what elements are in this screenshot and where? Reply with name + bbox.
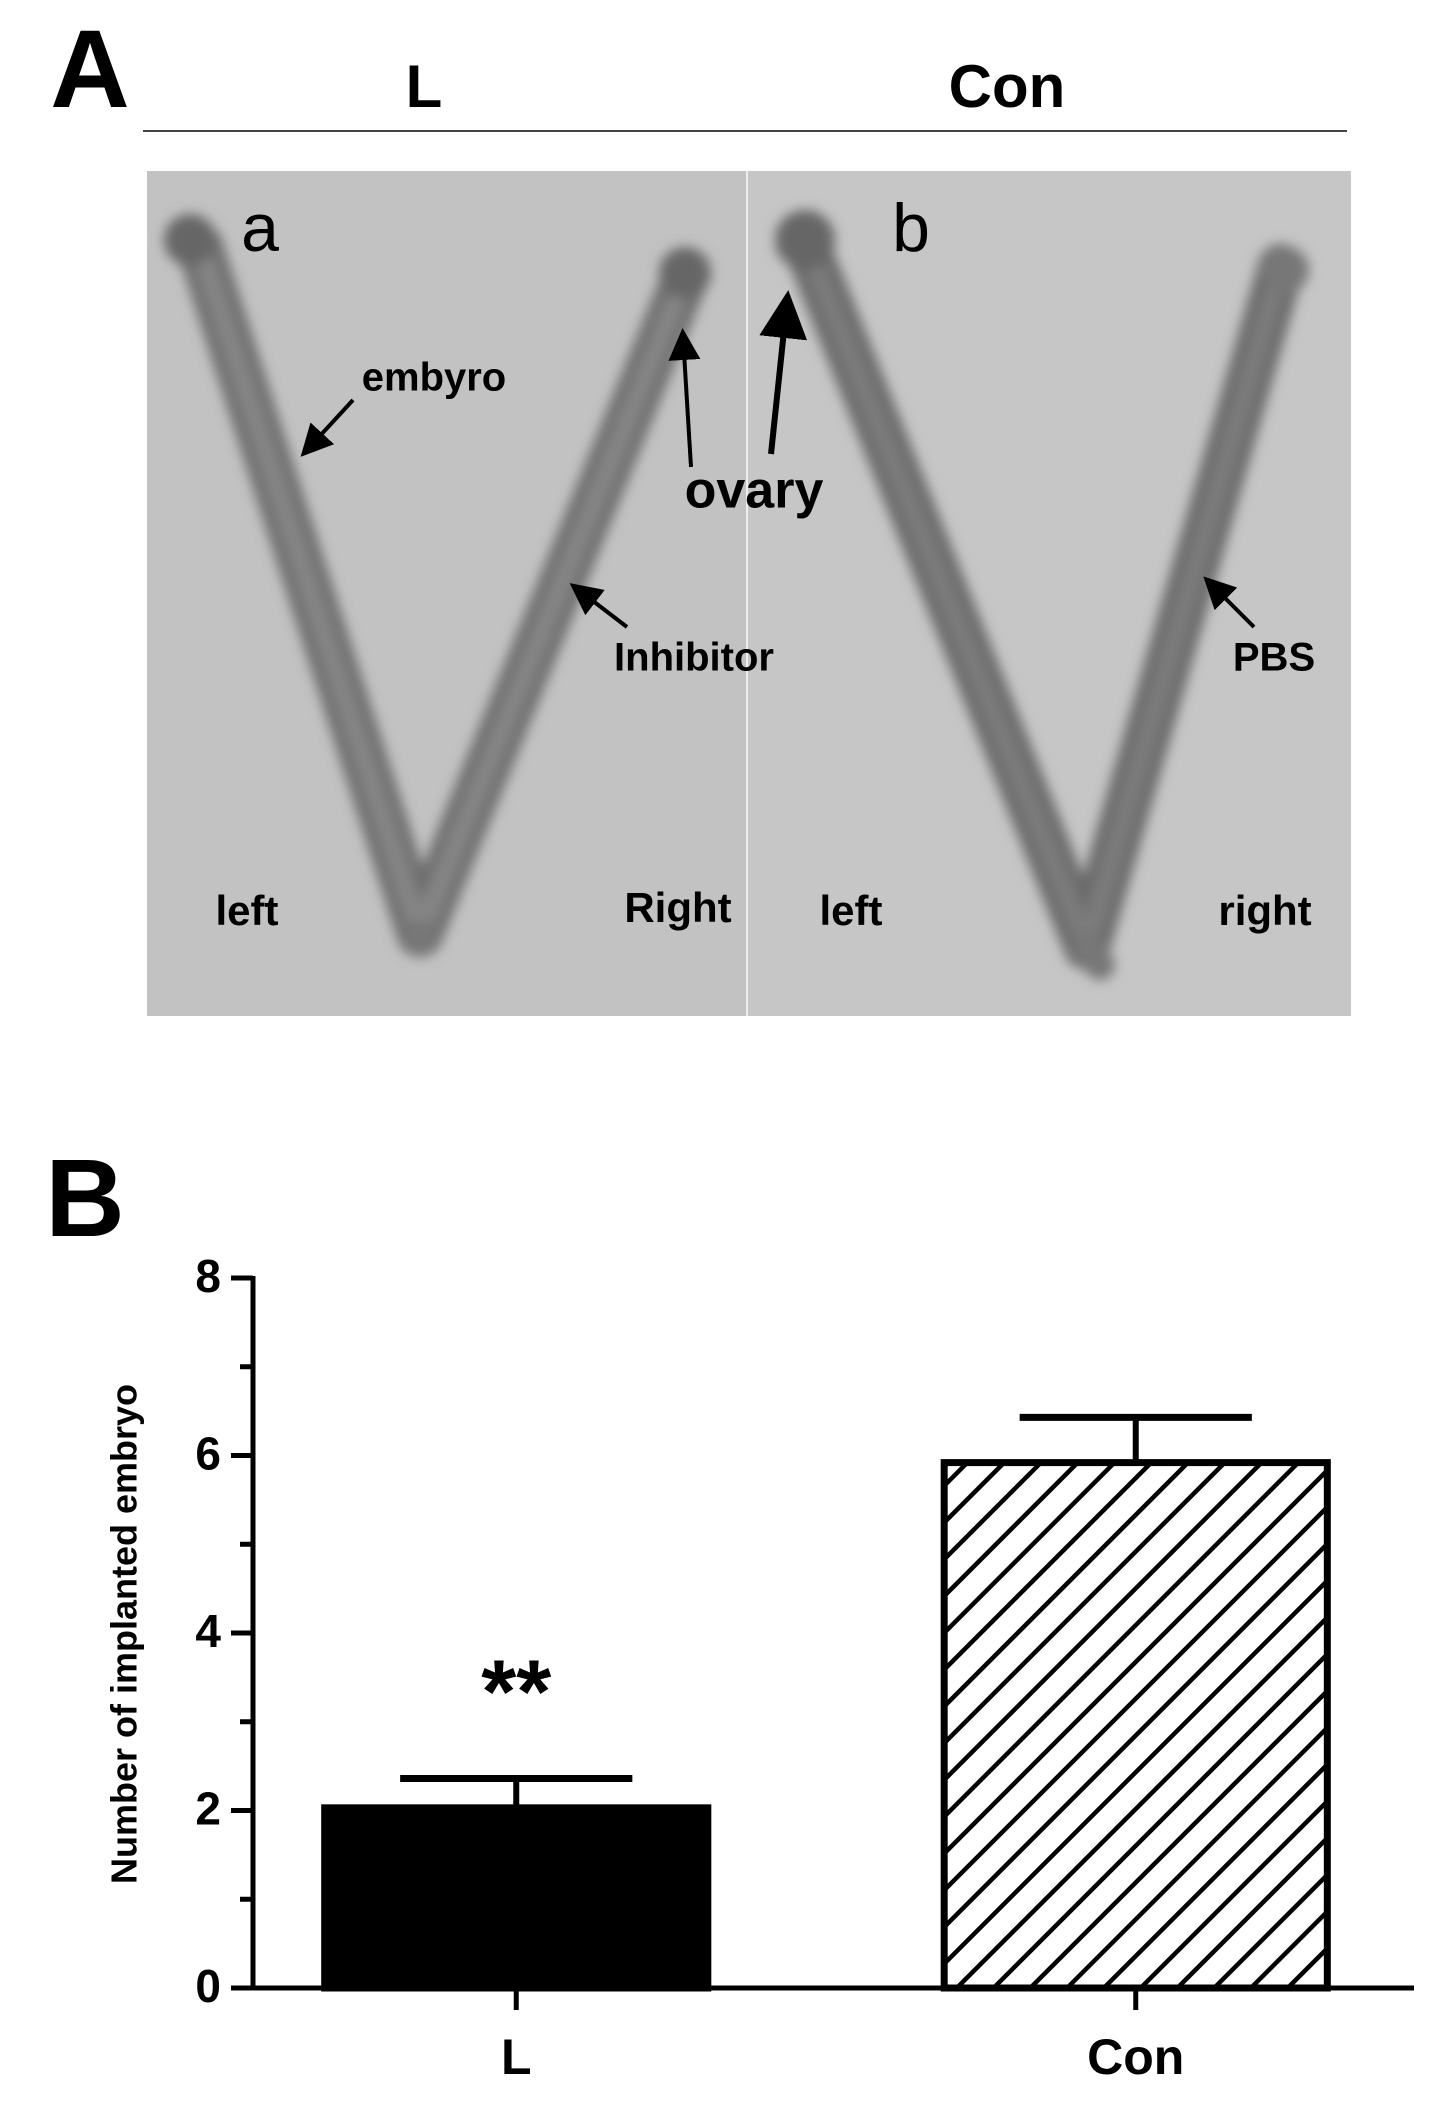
- side-label: left: [820, 887, 883, 934]
- y-axis-label: Number of implanted embryo: [104, 1384, 145, 1884]
- group-label: Con: [949, 53, 1066, 120]
- photo-label: a: [241, 190, 279, 266]
- y-tick-label: 4: [195, 1605, 221, 1657]
- panel-label: A: [50, 8, 129, 131]
- bar: [940, 1459, 1331, 1992]
- y-tick-label: 2: [195, 1783, 221, 1835]
- plot: 0 2 4 6 8 L ** Con: [195, 1250, 1414, 2085]
- photo-label: b: [892, 190, 930, 266]
- y-tick-label: 8: [195, 1250, 221, 1302]
- significance: **: [481, 1642, 551, 1742]
- photo: [147, 171, 1351, 1016]
- x-tick-label: Con: [1087, 2029, 1184, 2085]
- annotation: Inhibitor: [614, 636, 774, 680]
- annotation: PBS: [1233, 636, 1315, 680]
- side-label: left: [216, 887, 279, 934]
- group-label: L: [406, 53, 443, 120]
- annotation: embyro: [362, 356, 507, 400]
- panel-label: B: [45, 1137, 124, 1260]
- y-tick-label: 6: [195, 1428, 221, 1480]
- annotation: ovary: [685, 462, 824, 520]
- y-tick-label: 0: [195, 1960, 221, 2012]
- bar: [321, 1804, 712, 1992]
- side-label: Right: [624, 884, 731, 931]
- x-tick-label: L: [501, 2029, 532, 2085]
- side-label: right: [1218, 887, 1311, 934]
